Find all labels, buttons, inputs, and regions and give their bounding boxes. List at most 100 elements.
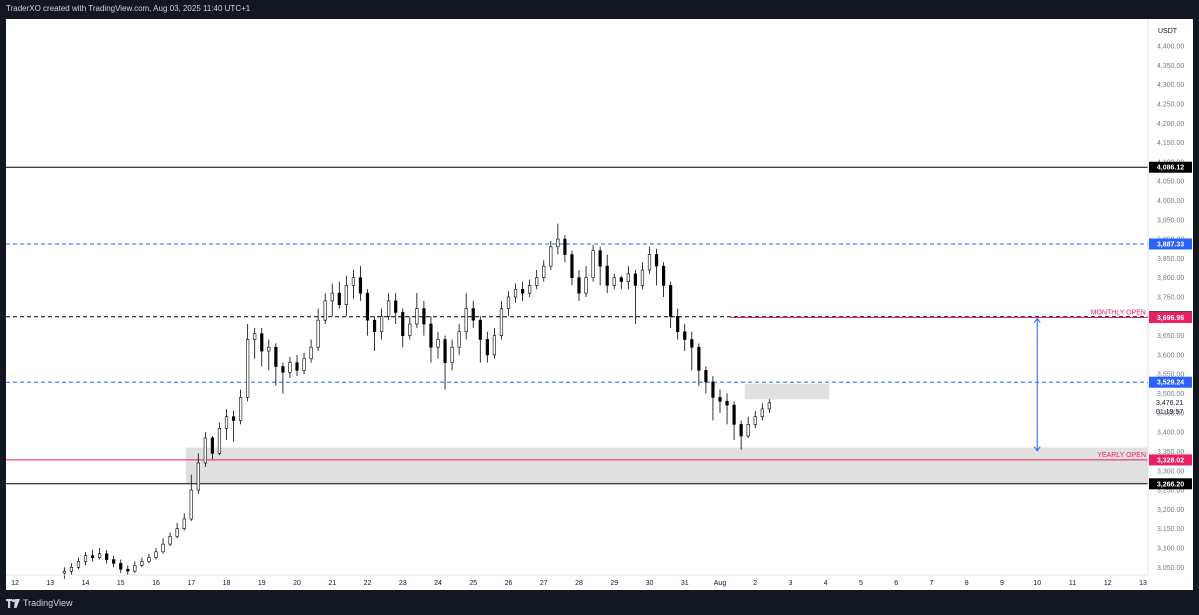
candle-body <box>330 292 334 302</box>
candle <box>337 281 341 309</box>
candle <box>196 453 200 494</box>
candle-body <box>196 462 200 491</box>
candle <box>443 335 447 390</box>
candle <box>429 316 433 363</box>
level-annotation: YEARLY OPEN <box>1097 452 1146 459</box>
candle <box>633 269 637 325</box>
candle <box>323 293 327 325</box>
time-tick-label: 27 <box>540 580 548 587</box>
candle <box>147 553 151 564</box>
candle-body <box>295 362 299 371</box>
candle <box>478 316 482 363</box>
candle <box>711 376 715 421</box>
price-badge: 3,529.24 <box>1149 376 1192 388</box>
candle-body <box>344 285 348 306</box>
candle-body <box>760 408 764 417</box>
candle <box>189 474 193 521</box>
candle-body <box>387 300 391 317</box>
candle <box>408 316 412 340</box>
candle-body <box>690 339 694 348</box>
candle-body <box>140 561 144 566</box>
candle-body <box>246 339 250 398</box>
candle-body <box>725 400 729 406</box>
candle-body <box>570 254 574 278</box>
candle-body <box>676 316 680 333</box>
time-tick-label: Aug <box>714 580 727 587</box>
price-badge-label: 3,529.24 <box>1157 380 1184 387</box>
candle-body <box>337 292 341 306</box>
price-tick-label: 3,750.00 <box>1157 295 1184 302</box>
candle <box>485 331 489 363</box>
candle-body <box>535 277 539 286</box>
price-tick-label: 3,200.00 <box>1157 507 1184 514</box>
caption-bar: TraderXO created with TradingView.com, A… <box>0 0 1199 19</box>
candle <box>62 567 66 579</box>
candle-body <box>429 323 433 348</box>
candles-layer <box>62 223 771 579</box>
candle-body <box>661 265 666 286</box>
candle-body <box>288 362 292 373</box>
candle-body <box>640 269 645 286</box>
candle-body <box>619 277 623 282</box>
time-tick-label: 31 <box>681 580 689 587</box>
price-badge-label: 3,266.20 <box>1157 481 1184 488</box>
candle-body <box>528 285 532 294</box>
candle <box>133 561 137 574</box>
candle-body <box>175 528 179 537</box>
candle <box>718 389 722 413</box>
candle-body <box>302 358 306 371</box>
candle <box>669 281 673 328</box>
candle <box>98 547 102 560</box>
candle-body <box>767 402 771 410</box>
candle <box>253 327 257 359</box>
candle <box>267 339 271 371</box>
candle-body <box>478 319 482 340</box>
levels-layer <box>6 166 1148 485</box>
price-tick-label: 3,450.00 <box>1157 410 1184 417</box>
candle-body <box>753 416 757 425</box>
candle-body <box>718 397 722 402</box>
candle-body <box>203 437 207 464</box>
candle-body <box>98 553 102 558</box>
chart-area[interactable]: MONTHLY OPEN YEARLY OPEN USDT 3,050.00 3,1… <box>6 19 1193 590</box>
candle <box>767 399 771 413</box>
candle-body <box>577 277 581 294</box>
candle-body <box>499 308 504 336</box>
candle <box>231 410 236 442</box>
candle-body <box>422 308 426 325</box>
time-tick-label: 4 <box>824 580 828 587</box>
price-badge-box <box>1149 161 1192 173</box>
price-tick-label: 4,350.00 <box>1157 63 1184 70</box>
candle <box>471 300 475 328</box>
price-badge: 3,266.20 <box>1149 478 1192 490</box>
candle <box>154 547 158 560</box>
price-tick-label: 3,950.00 <box>1157 217 1184 224</box>
price-tick-label: 3,550.00 <box>1157 372 1184 379</box>
time-tick-label: 8 <box>965 580 969 587</box>
candle-body <box>394 300 398 313</box>
time-tick-label: 22 <box>364 580 372 587</box>
price-badge: 4,086.12 <box>1149 161 1192 173</box>
candle <box>436 331 440 359</box>
price-chart[interactable]: MONTHLY OPEN YEARLY OPEN USDT 3,050.00 3,1… <box>6 19 1193 590</box>
price-tick-label: 4,250.00 <box>1157 101 1184 108</box>
time-tick-label: 13 <box>1139 580 1147 587</box>
candle <box>281 362 285 394</box>
candle-body <box>133 565 137 572</box>
candle-body <box>563 238 567 255</box>
candle-body <box>654 254 659 267</box>
candle-body <box>161 543 165 553</box>
price-tick-label: 3,100.00 <box>1157 545 1184 552</box>
candle-body <box>90 555 95 558</box>
candle <box>732 401 736 440</box>
candle-body <box>746 424 750 437</box>
time-tick-label: 2 <box>753 580 757 587</box>
candle <box>246 324 250 402</box>
candle <box>309 339 313 363</box>
candle-body <box>316 319 320 348</box>
candle-body <box>76 561 81 568</box>
candle-body <box>112 559 116 564</box>
countdown-label: 01:19:57 <box>1156 409 1183 416</box>
candle <box>577 269 581 301</box>
price-badge-box <box>1149 311 1192 323</box>
